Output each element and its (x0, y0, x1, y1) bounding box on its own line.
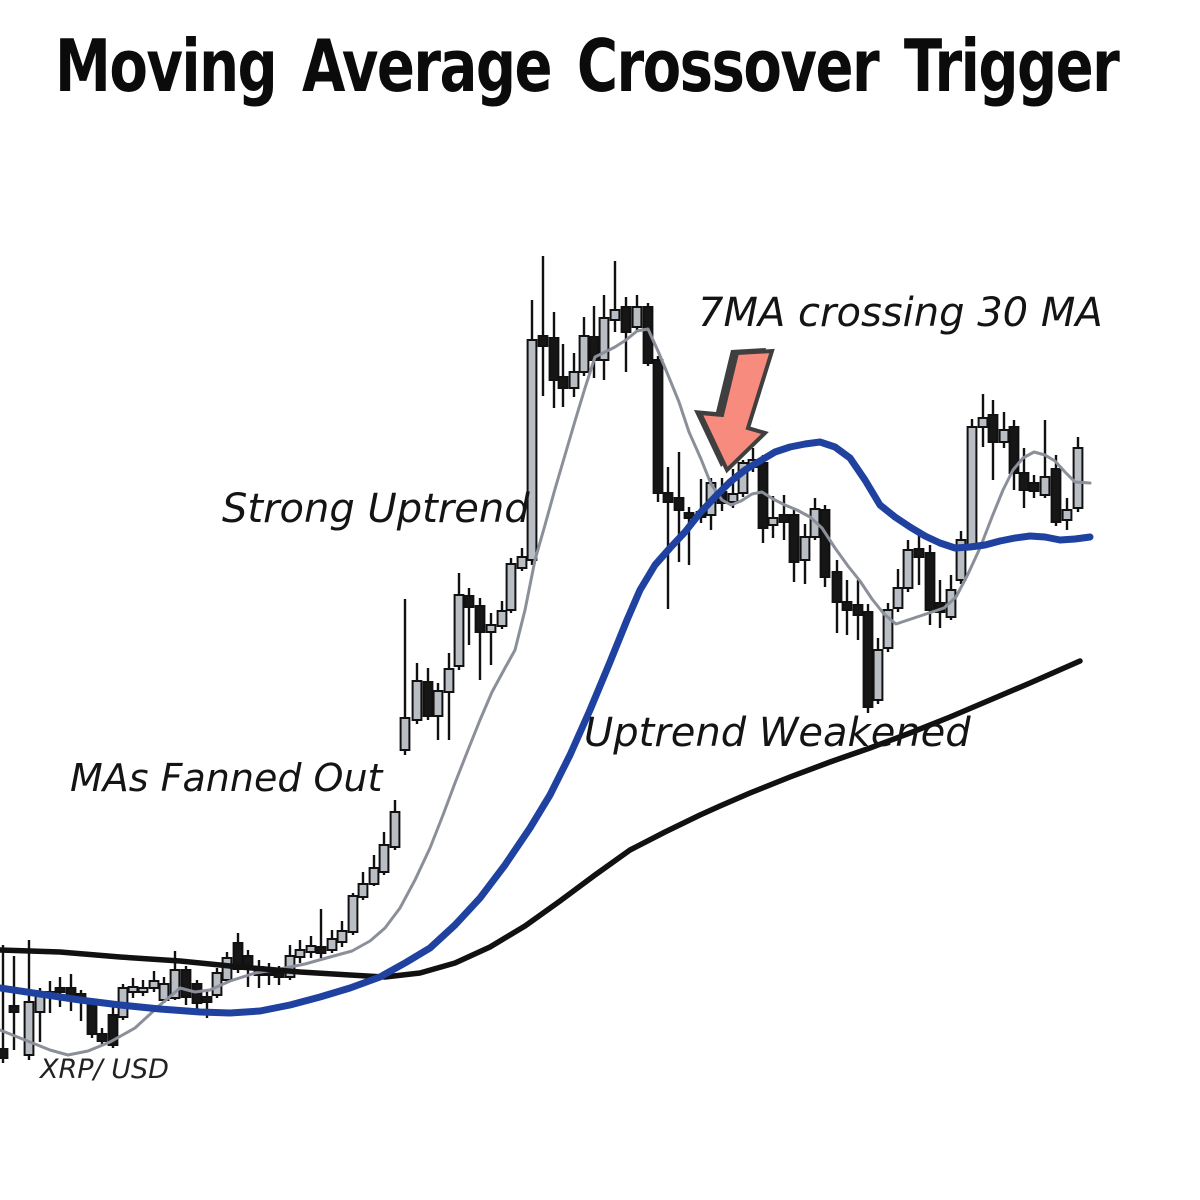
bear-candle-body (1050, 468, 1062, 523)
bear-candle-body (862, 611, 874, 708)
bear-candle-body (107, 1014, 119, 1046)
bear-candle-body (819, 509, 831, 578)
bear-candle-body (642, 306, 654, 364)
annotation-crossover: 7MA crossing 30 MA (698, 290, 1103, 336)
bull-candle-body (892, 587, 904, 609)
bear-candle-body (422, 681, 434, 717)
bull-candle-body (872, 649, 884, 701)
bear-candle-body (683, 512, 695, 519)
bull-candle-body (485, 624, 497, 633)
bear-candle-body (652, 359, 664, 494)
bull-candle-body (221, 957, 233, 981)
bull-candle-body (767, 517, 779, 526)
bull-candle-body (23, 1001, 35, 1056)
annotation-uptrend-weakened: Uptrend Weakened (584, 710, 971, 756)
bull-candle-body (443, 668, 455, 693)
bull-candle-body (148, 980, 160, 989)
bull-candle-body (966, 426, 978, 546)
bull-candle-body (305, 945, 317, 953)
bear-candle-body (924, 552, 936, 611)
bull-candle-body (1072, 447, 1084, 509)
bull-candle-body (378, 844, 390, 873)
bull-candle-body (294, 949, 306, 958)
bear-candle-body (913, 548, 925, 558)
bull-candle-body (368, 867, 380, 885)
bull-candle-body (169, 969, 181, 999)
bear-candle-body (548, 337, 560, 381)
ma-line-7ma (0, 327, 1092, 1057)
bear-candle-body (788, 514, 800, 563)
ma-line-long-term (0, 658, 1083, 980)
bull-candle-body (998, 429, 1010, 443)
bear-candle-body (54, 987, 66, 993)
bull-candle-body (526, 339, 538, 561)
bull-candle-body (516, 556, 528, 569)
bear-candle-body (1008, 426, 1020, 474)
bull-candle-body (347, 895, 359, 933)
bear-candle-body (86, 1003, 98, 1035)
bull-candle-body (505, 563, 517, 611)
ma-line-30ma (0, 438, 1094, 1017)
bear-candle-body (831, 571, 843, 603)
bull-candle-body (137, 987, 149, 993)
bear-candle-body (987, 414, 999, 443)
crossover-arrow-icon (696, 348, 775, 474)
bull-candle-body (955, 539, 967, 581)
bull-candle-body (1061, 509, 1073, 521)
bull-candle-body (411, 680, 423, 721)
annotation-mas-fanned-out: MAs Fanned Out (70, 756, 383, 800)
bull-candle-body (432, 690, 444, 717)
bear-candle-body (620, 306, 632, 333)
bear-candle-body (852, 604, 864, 616)
bull-candle-body (326, 938, 338, 951)
bear-candle-body (201, 996, 213, 1003)
bear-candle-body (841, 601, 853, 611)
bull-candle-body (496, 610, 508, 627)
pair-label: XRP/ USD (40, 1054, 169, 1085)
bear-candle-body (8, 1005, 20, 1013)
bear-candle-body (463, 595, 475, 608)
bear-candle-body (1018, 472, 1030, 491)
bear-candle-body (673, 497, 685, 511)
bear-candle-body (662, 492, 674, 503)
bear-candle-body (474, 605, 486, 633)
bull-candle-body (631, 306, 643, 328)
bear-candle-body (0, 1048, 9, 1059)
annotation-strong-uptrend: Strong Uptrend (222, 486, 530, 532)
bear-candle-body (537, 335, 549, 347)
bear-candle-body (778, 514, 790, 523)
bear-candle-body (191, 983, 203, 1004)
bear-candle-body (180, 969, 192, 998)
bull-candle-body (127, 986, 139, 993)
bear-candle-body (1028, 482, 1040, 492)
bull-candle-body (336, 930, 348, 943)
bull-candle-body (578, 335, 590, 373)
page-title: Moving Average Crossover Trigger (55, 24, 1120, 108)
bull-candle-body (598, 317, 610, 361)
bull-candle-body (453, 594, 465, 667)
bull-candle-body (1039, 476, 1051, 496)
bear-candle-body (96, 1033, 108, 1042)
bear-candle-body (557, 376, 569, 389)
bull-candle-body (977, 417, 989, 428)
bull-candle-body (727, 493, 739, 503)
bull-candle-body (399, 717, 411, 751)
bull-candle-body (357, 883, 369, 898)
bear-candle-body (315, 946, 327, 954)
bull-candle-body (799, 536, 811, 561)
bull-candle-body (882, 609, 894, 649)
bull-candle-body (609, 309, 621, 321)
bull-candle-body (389, 811, 401, 848)
bear-candle-body (273, 972, 285, 978)
bull-candle-body (568, 371, 580, 389)
bull-candle-body (902, 549, 914, 589)
